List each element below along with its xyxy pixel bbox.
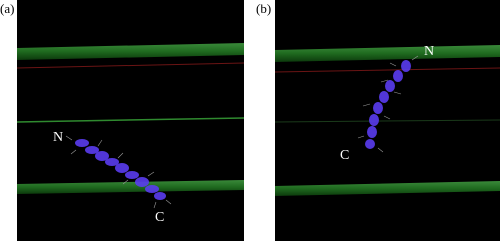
helix	[75, 139, 166, 200]
membrane-line	[16, 117, 245, 123]
panel-b	[274, 0, 500, 241]
membrane-line	[274, 119, 500, 123]
membrane-band	[17, 180, 244, 194]
membrane-line	[16, 62, 245, 69]
terminus-label: N	[53, 130, 63, 145]
panel-label: (b)	[256, 1, 271, 16]
side-chains	[65, 135, 172, 209]
terminus-label: N	[424, 44, 434, 59]
membrane-band	[275, 45, 500, 62]
panel-a	[16, 0, 245, 241]
panel-label: (a)	[0, 1, 14, 16]
terminus-label: C	[340, 148, 349, 163]
membrane-line	[274, 67, 500, 73]
terminus-label: C	[155, 210, 164, 225]
membrane-band	[17, 43, 244, 60]
membrane-band	[275, 181, 500, 196]
helix	[365, 60, 411, 149]
side-chains	[357, 55, 419, 153]
